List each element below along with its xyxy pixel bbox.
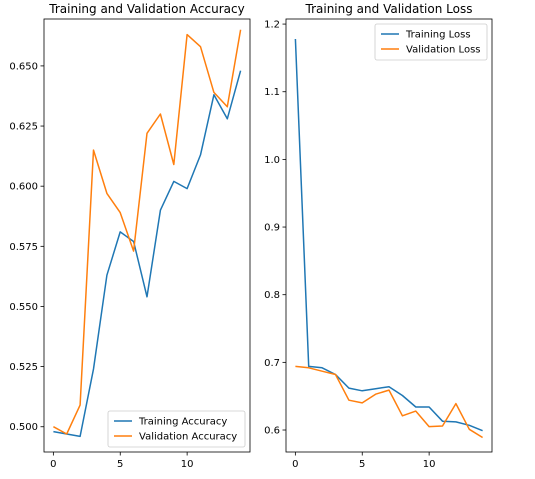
accuracy-y-tick-label: 0.500 (9, 422, 38, 433)
loss-chart: Training and Validation Loss 0 5 10 0.6 0.7 0.… (264, 2, 493, 470)
loss-chart-title: Training and Validation Loss (305, 2, 473, 16)
loss-x-tick-label: 0 (292, 459, 298, 470)
accuracy-y-tick-label: 0.550 (9, 302, 38, 313)
accuracy-legend-box (107, 410, 246, 448)
accuracy-legend-label: Training Accuracy (138, 417, 227, 428)
accuracy-y-tick-label: 0.625 (9, 122, 38, 133)
loss-series-line-validation-loss (295, 365, 483, 439)
accuracy-y-tick-label: 0.600 (9, 182, 38, 193)
loss-y-tick-label: 0.6 (264, 426, 280, 437)
accuracy-axes-frame (43, 18, 251, 453)
accuracy-legend-label: Validation Accuracy (139, 432, 237, 443)
loss-legend-box (374, 23, 488, 61)
accuracy-y-tick-label: 0.575 (9, 242, 38, 253)
loss-series-line-training-loss (294, 38, 483, 432)
loss-legend-label: Validation Loss (406, 45, 481, 56)
loss-y-tick-label: 1.0 (264, 155, 280, 166)
loss-x-tick-label: 5 (359, 459, 365, 470)
accuracy-x-tick-label: 5 (117, 459, 123, 470)
accuracy-x-tick-label: 0 (50, 459, 56, 470)
accuracy-x-tick-label: 10 (181, 459, 194, 470)
loss-y-tick-label: 1.2 (264, 20, 280, 31)
loss-y-tick-label: 0.9 (264, 223, 280, 234)
loss-y-tick-label: 1.1 (264, 87, 280, 98)
accuracy-chart-title: Training and Validation Accuracy (48, 2, 244, 16)
accuracy-series-line-training-accuracy (53, 70, 242, 438)
loss-legend-label: Training Loss (405, 30, 471, 41)
accuracy-chart: Training and Validation Accuracy 0 5 10 0.50… (9, 2, 251, 470)
accuracy-y-tick-label: 0.525 (9, 362, 38, 373)
loss-y-tick-label: 0.8 (264, 290, 280, 301)
loss-y-tick-label: 0.7 (264, 358, 280, 369)
accuracy-legend: Training Accuracy Validation Accuracy (107, 410, 246, 448)
loss-x-tick-label: 10 (423, 459, 436, 470)
loss-legend: Training Loss Validation Loss (374, 23, 488, 61)
loss-axes-frame (285, 18, 493, 453)
accuracy-series-line-validation-accuracy (53, 29, 242, 435)
accuracy-y-tick-label: 0.650 (9, 61, 38, 72)
